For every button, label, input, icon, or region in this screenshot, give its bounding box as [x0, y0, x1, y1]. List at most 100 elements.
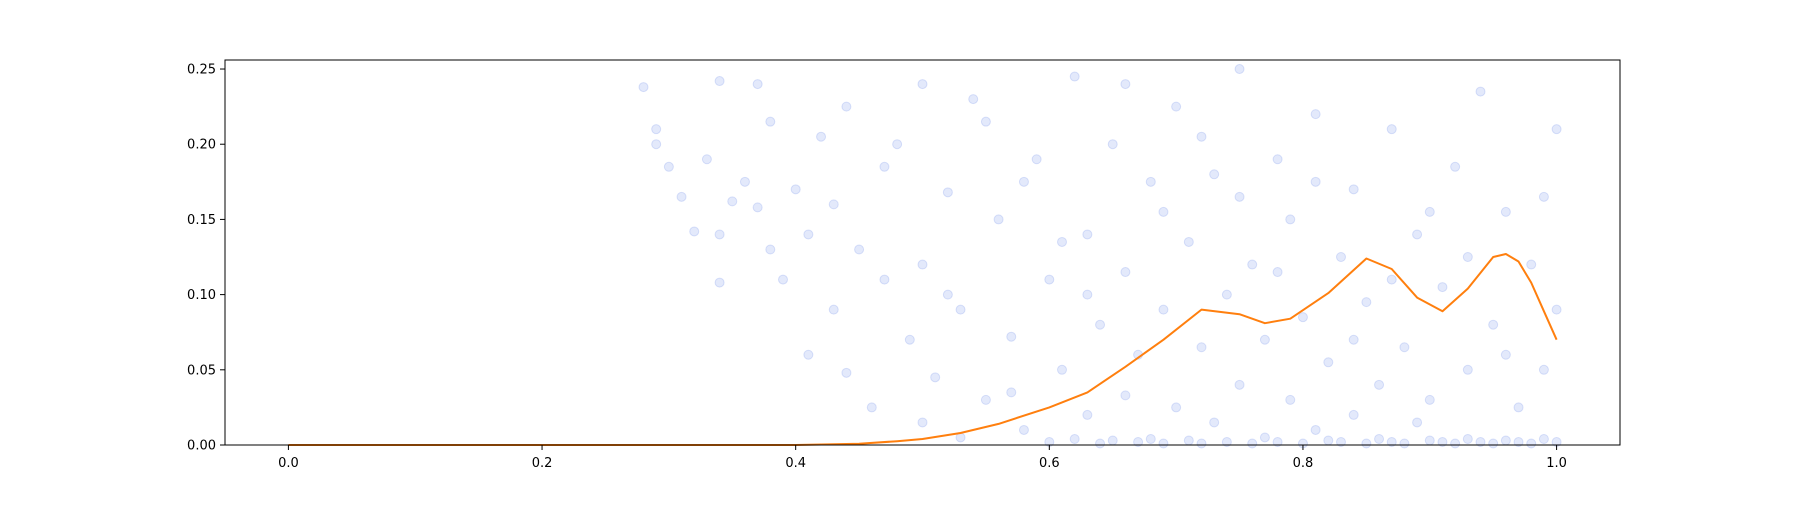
- scatter-point: [1082, 289, 1093, 300]
- scatter-point: [765, 116, 776, 127]
- scatter-point: [1500, 349, 1511, 360]
- scatter-point: [1424, 206, 1435, 217]
- x-tick-label: 0.0: [278, 456, 299, 471]
- scatter-point: [1196, 438, 1207, 449]
- x-tick-label: 0.6: [1039, 456, 1060, 471]
- scatter-point: [968, 94, 979, 105]
- scatter-point: [1386, 124, 1397, 135]
- scatter-point: [714, 76, 725, 87]
- scatter-point: [1424, 435, 1435, 446]
- scatter-point: [879, 274, 890, 285]
- scatter-point: [1082, 229, 1093, 240]
- scatter-point: [1234, 64, 1245, 75]
- scatter-point: [1171, 402, 1182, 413]
- scatter-point: [1475, 436, 1486, 447]
- scatter-point: [1513, 402, 1524, 413]
- scatter-point: [1209, 417, 1220, 428]
- scatter-point: [1361, 297, 1372, 308]
- scatter-point: [663, 161, 674, 172]
- plot-frame: [224, 59, 1621, 446]
- density-line: [288, 253, 1558, 446]
- scatter-point: [1006, 331, 1017, 342]
- scatter-point: [841, 367, 852, 378]
- scatter-point: [1221, 436, 1232, 447]
- scatter-point: [1437, 282, 1448, 293]
- scatter-point: [1247, 438, 1258, 449]
- scatter-point: [1500, 435, 1511, 446]
- scatter-point: [714, 229, 725, 240]
- scatter-point: [1133, 436, 1144, 447]
- scatter-point: [1412, 417, 1423, 428]
- axes: 0.0 0.2 0.4 0.6 0.8 1.0 0.00 0.05 0.10 0.15 0.20 0.…: [187, 59, 1621, 471]
- scatter-point: [1348, 334, 1359, 345]
- x-tick-label: 0.2: [532, 456, 553, 471]
- scatter-point: [1462, 252, 1473, 263]
- scatter-point: [942, 187, 953, 198]
- scatter-point: [1018, 424, 1029, 435]
- scatter-point: [1247, 259, 1258, 270]
- y-tick-label: 0.20: [187, 138, 216, 153]
- scatter-point: [1500, 206, 1511, 217]
- scatter-point: [739, 176, 750, 187]
- scatter-point: [1513, 436, 1524, 447]
- scatter-point: [1526, 438, 1537, 449]
- scatter-point: [1095, 438, 1106, 449]
- scatter-point: [1462, 433, 1473, 444]
- scatter-point: [752, 79, 763, 90]
- scatter-point: [1336, 436, 1346, 447]
- scatter-point: [765, 244, 776, 255]
- scatter-point: [816, 131, 827, 142]
- scatter-point: [1272, 436, 1283, 447]
- scatter-point: [1399, 342, 1410, 353]
- scatter-point: [1196, 131, 1207, 142]
- scatter-point: [854, 244, 865, 255]
- scatter-point: [1107, 435, 1118, 446]
- scatter-point: [1361, 438, 1372, 449]
- scatter-point: [1424, 394, 1435, 405]
- x-tick-label: 1.0: [1546, 456, 1567, 471]
- scatter-point: [1374, 379, 1385, 390]
- scatter-point: [955, 304, 966, 315]
- scatter-point: [1310, 424, 1321, 435]
- scatter-point: [1399, 438, 1410, 449]
- scatter-point: [1145, 433, 1156, 444]
- scatter-point: [879, 161, 890, 172]
- scatter-point: [638, 82, 649, 93]
- scatter-point: [1221, 289, 1232, 300]
- scatter-point: [1323, 435, 1334, 446]
- scatter-point: [930, 372, 941, 383]
- scatter-point: [1095, 319, 1106, 330]
- scatter-point: [980, 394, 991, 405]
- scatter-point: [993, 214, 1004, 225]
- scatter-point: [1209, 169, 1220, 180]
- scatter-point: [1475, 86, 1486, 97]
- y-tick-label: 0.15: [187, 213, 216, 228]
- scatter-point: [1120, 390, 1131, 401]
- scatter-point: [1538, 364, 1549, 375]
- scatter-point: [1234, 379, 1245, 390]
- scatter-point: [1183, 236, 1194, 247]
- scatter-point: [866, 402, 877, 413]
- scatter-point: [1069, 71, 1080, 82]
- scatter-point: [778, 274, 788, 285]
- scatter-point: [803, 349, 814, 360]
- scatter-point: [1450, 161, 1461, 172]
- scatter-point: [1488, 438, 1499, 449]
- scatter-point: [828, 304, 839, 315]
- scatter-point: [1171, 101, 1182, 112]
- scatter-point: [1158, 438, 1169, 449]
- x-tick-label: 0.4: [785, 456, 806, 471]
- scatter-point: [892, 139, 903, 150]
- scatter-point: [1107, 139, 1118, 150]
- scatter-point: [676, 191, 687, 202]
- scatter-point: [1272, 267, 1283, 278]
- scatter-point: [942, 289, 953, 300]
- scatter-point: [904, 334, 915, 345]
- scatter-point: [1538, 191, 1549, 202]
- scatter-point: [1018, 176, 1029, 187]
- scatter-point: [1310, 109, 1321, 120]
- scatter-point: [1538, 433, 1549, 444]
- scatter-point: [714, 277, 725, 288]
